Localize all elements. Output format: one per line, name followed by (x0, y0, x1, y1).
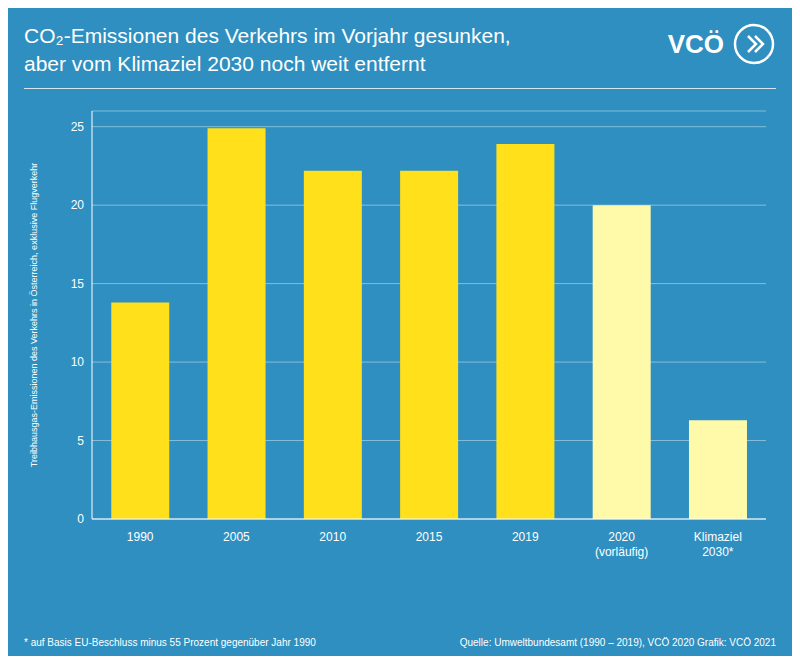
svg-text:5: 5 (77, 434, 84, 448)
svg-text:2015: 2015 (416, 530, 443, 544)
html-text:* auf Basis EU-Beschluss minus: * auf Basis EU-Beschluss minus 55 Prozen… (24, 637, 316, 648)
svg-text:20: 20 (71, 198, 85, 212)
svg-text:2019: 2019 (512, 530, 539, 544)
svg-text:25: 25 (71, 120, 85, 134)
svg-text:2010: 2010 (319, 530, 346, 544)
html-text:aber vom Klimaziel 2030 noch w: aber vom Klimaziel 2030 noch weit entfer… (24, 52, 426, 75)
svg-text:Klimaziel2030*: Klimaziel2030* (694, 530, 742, 559)
svg-text:2005: 2005 (223, 530, 250, 544)
svg-text:15: 15 (71, 277, 85, 291)
svg-text:1990: 1990 (127, 530, 154, 544)
svg-text:0: 0 (77, 512, 84, 526)
svg-text:Treibhausgas-Emissionen des Ve: Treibhausgas-Emissionen des Verkehrs in … (29, 163, 39, 467)
svg-text:2020(vorläufig): 2020(vorläufig) (595, 530, 648, 559)
svg-text:10: 10 (71, 355, 85, 369)
html-text:Quelle: Umweltbundesamt (1990: Quelle: Umweltbundesamt (1990 – 2019), V… (459, 637, 776, 648)
html-text:CO₂-Emissionen des Verkehrs im: CO₂-Emissionen des Verkehrs im Vorjahr g… (24, 24, 511, 47)
html-text:VCÖ: VCÖ (667, 28, 724, 59)
